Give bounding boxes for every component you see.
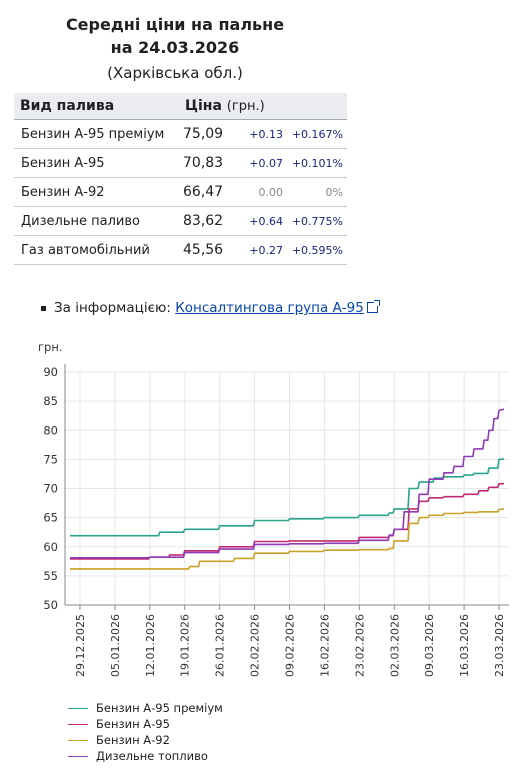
y-tick-label: 75 xyxy=(43,452,58,466)
y-tick-label: 50 xyxy=(43,598,58,612)
source-prefix: За інформацією: xyxy=(54,300,171,316)
series-line-1 xyxy=(70,458,505,537)
prices-table: Вид палива Ціна (грн.) Бензин А-95 премі… xyxy=(14,93,347,265)
fuel-name: Дизельне паливо xyxy=(14,206,179,236)
price-change-percent: +0.101% xyxy=(287,148,347,178)
series-line-3 xyxy=(70,508,505,570)
legend-item: Дизельне топливо xyxy=(68,748,223,764)
column-header-fuel: Вид палива xyxy=(14,93,179,120)
fuel-price: 75,09 xyxy=(179,119,239,149)
legend-item: Бензин А-92 xyxy=(68,732,223,748)
bullet-icon xyxy=(41,305,46,311)
x-tick-label: 19.01.2026 xyxy=(179,614,192,677)
column-header-price: Ціна (грн.) xyxy=(179,93,347,120)
price-change: +0.27 xyxy=(239,235,287,265)
y-axis-label: грн. xyxy=(38,340,63,354)
fuel-name: Бензин А-95 преміум xyxy=(14,119,179,149)
y-tick-label: 90 xyxy=(43,365,58,379)
fuel-name: Бензин А-92 xyxy=(14,177,179,207)
x-tick-label: 16.03.2026 xyxy=(458,614,471,677)
legend-label: Бензин А-92 xyxy=(96,733,170,747)
price-change: +0.64 xyxy=(239,206,287,236)
page-title-line2: на 24.03.2026 xyxy=(110,38,240,57)
legend-swatch-a92 xyxy=(68,740,88,741)
fuel-price: 66,47 xyxy=(179,177,239,207)
source-link[interactable]: Консалтингова група А-95 xyxy=(175,300,364,316)
x-tick-label: 23.03.2026 xyxy=(493,614,506,677)
y-tick-label: 60 xyxy=(43,540,58,554)
table-row: Бензин А-95 70,83 +0.07 +0.101% xyxy=(14,148,347,178)
price-change-percent: 0% xyxy=(287,177,347,207)
fuel-price: 83,62 xyxy=(179,206,239,236)
legend-swatch-a95 xyxy=(68,724,88,725)
table-row: Дизельне паливо 83,62 +0.64 +0.775% xyxy=(14,206,347,236)
price-change-percent: +0.775% xyxy=(287,206,347,236)
fuel-price-chart: 90 85 80 75 70 65 60 55 50 29.12.2025 05.01.2026 12… xyxy=(38,340,509,677)
series-line-4 xyxy=(70,408,505,559)
y-tick-label: 55 xyxy=(43,569,58,583)
y-tick-label: 70 xyxy=(43,482,58,496)
table-row: Бензин А-92 66,47 0.00 0% xyxy=(14,177,347,207)
y-tick-label: 80 xyxy=(43,423,58,437)
source-note: За інформацією: Консалтингова група А-95 xyxy=(41,300,380,316)
x-tick-label: 02.03.2026 xyxy=(388,614,401,677)
price-change-percent: +0.595% xyxy=(287,235,347,265)
region-subtitle: (Харківська обл.) xyxy=(107,64,243,82)
series-line-2 xyxy=(70,482,505,560)
legend-item: Бензин А-95 xyxy=(68,716,223,732)
y-tick-label: 85 xyxy=(43,394,58,408)
legend-item: Бензин А-95 преміум xyxy=(68,700,223,716)
fuel-price: 45,56 xyxy=(179,235,239,265)
legend-swatch-a95-premium xyxy=(68,708,88,709)
x-tick-label: 09.03.2026 xyxy=(423,614,436,677)
price-change: +0.13 xyxy=(239,119,287,149)
x-tick-label: 23.02.2026 xyxy=(353,614,366,677)
price-unit-label: (грн.) xyxy=(226,99,265,114)
fuel-name: Бензин А-95 xyxy=(14,148,179,178)
y-tick-label: 65 xyxy=(43,511,58,525)
legend-label: Бензин А-95 преміум xyxy=(96,701,223,715)
fuel-name: Газ автомобільний xyxy=(14,235,179,265)
x-tick-label: 09.02.2026 xyxy=(283,614,296,677)
chart-legend: Бензин А-95 преміум Бензин А-95 Бензин А… xyxy=(68,700,223,764)
price-change-percent: +0.167% xyxy=(287,119,347,149)
x-tick-label: 29.12.2025 xyxy=(74,614,87,677)
x-tick-label: 05.01.2026 xyxy=(109,614,122,677)
price-header-label: Ціна xyxy=(185,98,222,114)
x-tick-label: 02.02.2026 xyxy=(249,614,262,677)
legend-label: Дизельне топливо xyxy=(96,749,208,763)
price-change: 0.00 xyxy=(239,177,287,207)
page-title-line1: Середні ціни на пальне xyxy=(65,15,285,34)
legend-label: Бензин А-95 xyxy=(96,717,170,731)
x-tick-label: 12.01.2026 xyxy=(144,614,157,677)
table-header-row: Вид палива Ціна (грн.) xyxy=(14,93,347,120)
x-tick-label: 26.01.2026 xyxy=(214,614,227,677)
external-link-icon xyxy=(366,300,380,313)
table-row: Газ автомобільний 45,56 +0.27 +0.595% xyxy=(14,235,347,265)
fuel-price: 70,83 xyxy=(179,148,239,178)
legend-swatch-diesel xyxy=(68,756,88,757)
x-tick-label: 16.02.2026 xyxy=(318,614,331,677)
table-row: Бензин А-95 преміум 75,09 +0.13 +0.167% xyxy=(14,119,347,149)
source-link-text: Консалтингова група А-95 xyxy=(175,300,364,316)
price-change: +0.07 xyxy=(239,148,287,178)
